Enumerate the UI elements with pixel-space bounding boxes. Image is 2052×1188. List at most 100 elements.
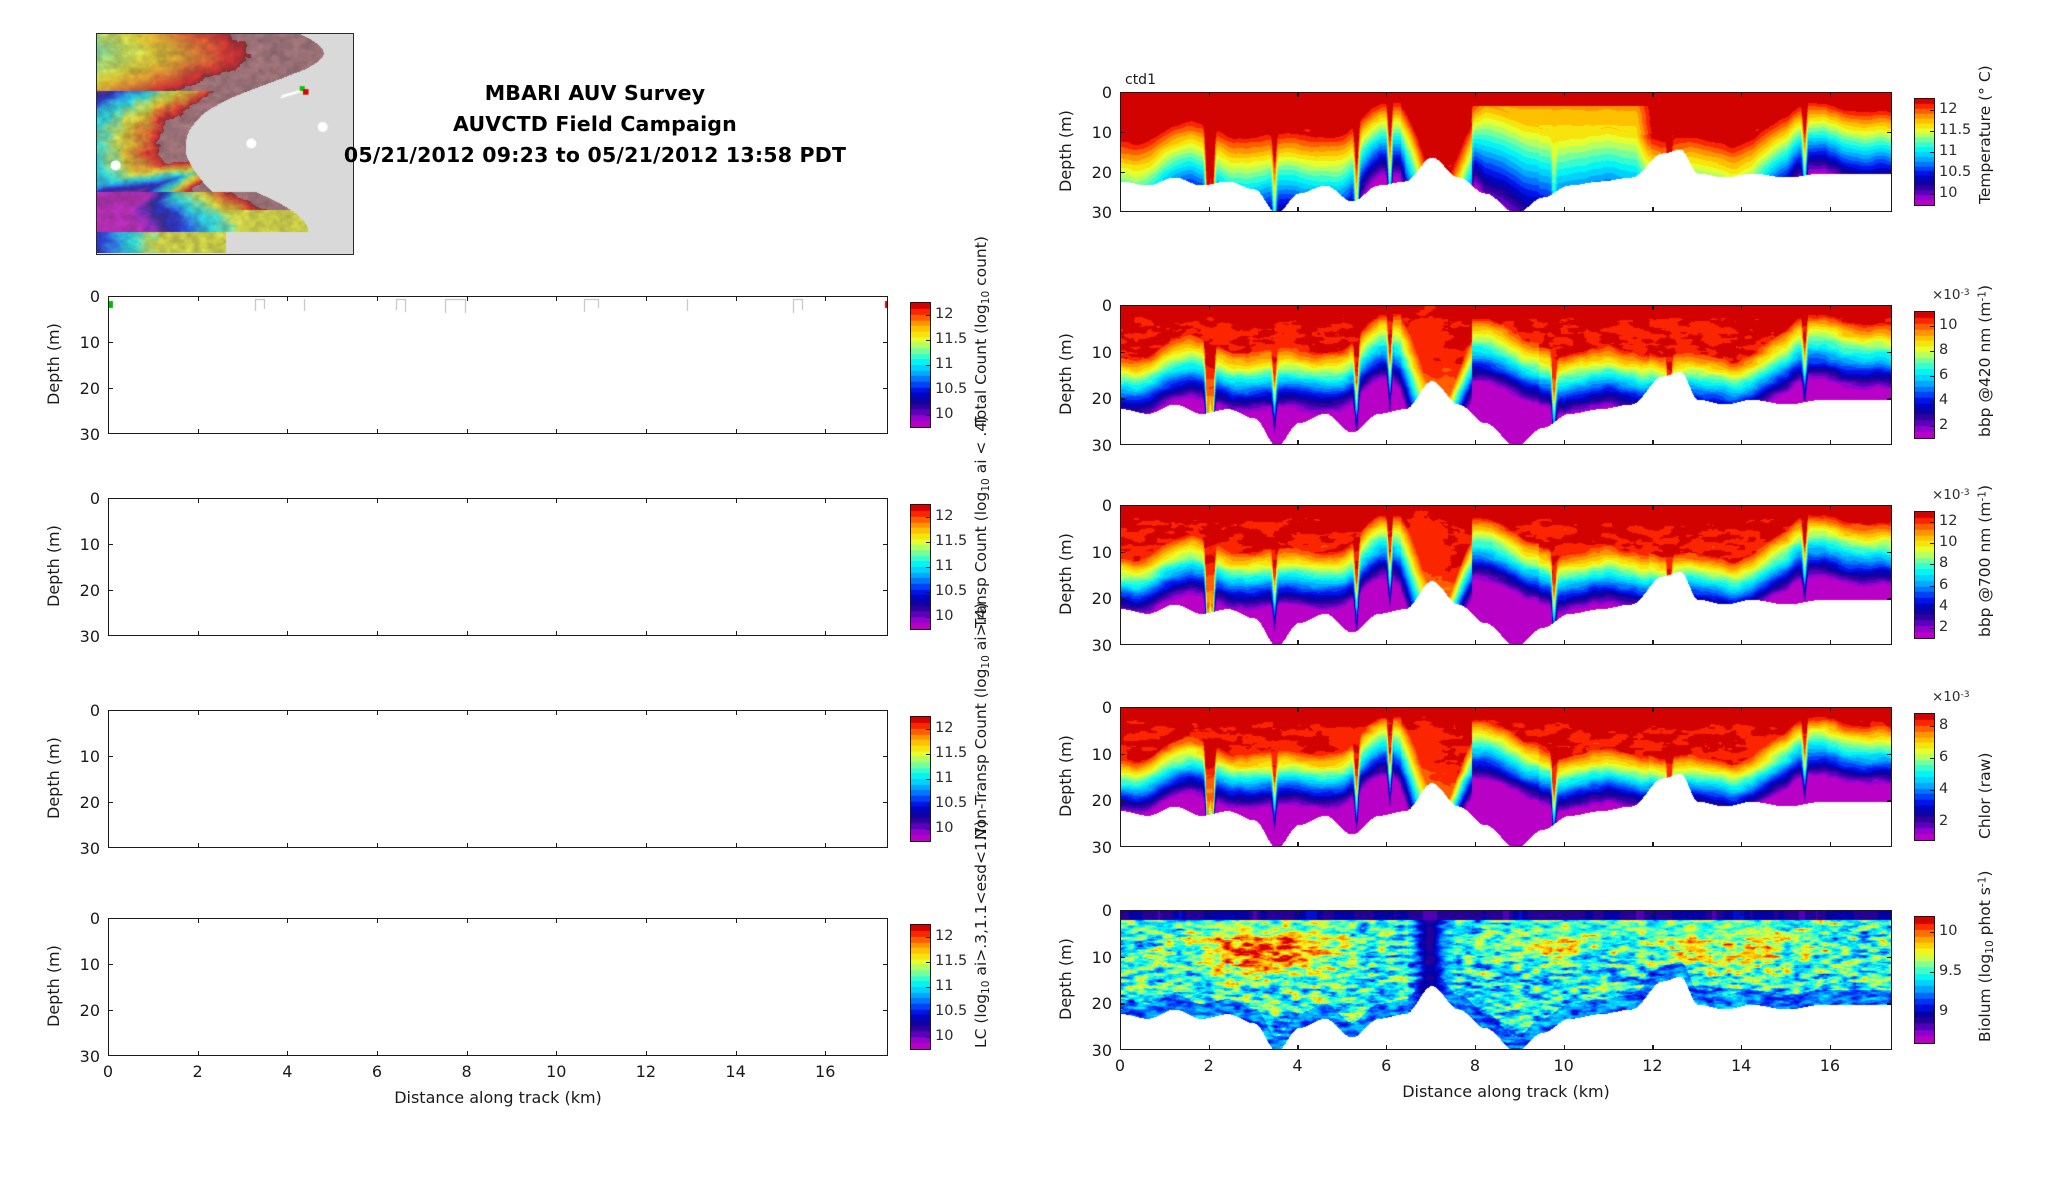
title-line-2: AUVCTD Field Campaign xyxy=(453,112,737,136)
x-tick-mark xyxy=(1208,910,1210,915)
x-axis-tick-label: 6 xyxy=(371,1062,383,1081)
x-tick-mark xyxy=(1297,1045,1299,1050)
x-axis-tick-label: 2 xyxy=(1203,1056,1214,1075)
y-tick-mark xyxy=(1887,800,1892,802)
x-axis-tick-label: 12 xyxy=(635,1062,657,1081)
lc-count-colorbar-tick-label: 10.5 xyxy=(935,1003,968,1020)
y-axis-tick-label: 30 xyxy=(1091,1041,1112,1060)
x-tick-mark xyxy=(735,1051,737,1056)
y-tick-mark xyxy=(108,964,113,966)
x-tick-mark xyxy=(825,631,827,636)
x-tick-mark xyxy=(1563,707,1565,712)
colorbar-tick-mark xyxy=(1930,110,1935,112)
lc-count-colorbar-label: LC (log10 ai>.3,1.1<esd<1.7) xyxy=(972,820,992,1048)
x-tick-mark xyxy=(108,498,110,503)
x-tick-mark xyxy=(825,918,827,923)
y-axis-label: Depth (m) xyxy=(1056,533,1075,615)
x-tick-mark xyxy=(556,498,558,503)
x-tick-mark xyxy=(1652,207,1654,212)
x-axis-tick-label: 8 xyxy=(1469,1056,1481,1075)
x-tick-mark xyxy=(1474,640,1477,645)
colorbar-tick-mark xyxy=(1930,426,1935,428)
colorbar-tick-mark xyxy=(926,314,931,316)
colorbar-tick-mark xyxy=(1930,351,1935,353)
x-tick-mark xyxy=(1386,640,1388,645)
x-tick-mark xyxy=(1829,707,1832,712)
y-axis-label: Depth (m) xyxy=(44,323,63,405)
x-tick-mark xyxy=(1563,305,1565,310)
x-tick-mark xyxy=(376,918,379,923)
colorbar-tick-mark xyxy=(1930,1012,1935,1013)
y-axis-tick-label: 10 xyxy=(1091,123,1112,142)
x-tick-mark xyxy=(1208,440,1210,445)
x-tick-mark xyxy=(1652,505,1654,510)
x-tick-mark xyxy=(1297,842,1299,847)
colorbar-tick-mark xyxy=(1930,628,1935,630)
y-tick-mark xyxy=(1887,643,1892,645)
x-tick-mark xyxy=(1741,92,1743,97)
y-tick-mark xyxy=(1887,598,1892,600)
y-axis-tick-label: 20 xyxy=(1091,163,1112,182)
x-tick-mark xyxy=(825,498,827,503)
x-tick-mark xyxy=(376,429,379,434)
x-tick-mark xyxy=(825,429,827,434)
y-tick-mark xyxy=(1120,910,1125,912)
x-tick-mark xyxy=(1829,505,1832,510)
y-tick-mark xyxy=(1120,172,1125,174)
y-tick-mark xyxy=(883,802,888,804)
colorbar-tick-mark xyxy=(926,987,931,988)
chlor-colorbar-tick-label: 2 xyxy=(1939,812,1949,829)
y-tick-mark xyxy=(883,296,888,298)
x-tick-mark xyxy=(1120,207,1122,212)
x-tick-mark xyxy=(1386,842,1388,847)
y-axis-tick-label: 10 xyxy=(79,535,100,554)
lc-count-colorbar-tick-label: 12 xyxy=(935,927,954,944)
y-tick-mark xyxy=(883,918,888,920)
temperature-colorbar-tick-label: 11 xyxy=(1939,143,1958,159)
y-tick-mark xyxy=(108,756,113,758)
colorbar-tick-mark xyxy=(926,390,931,392)
y-tick-mark xyxy=(1120,753,1125,755)
transp-count-colorbar-label: Transp Count (log10 ai < .4) xyxy=(972,415,992,628)
y-tick-mark xyxy=(1120,598,1125,600)
x-tick-mark xyxy=(1297,910,1299,915)
y-tick-mark xyxy=(1887,172,1892,174)
bbp420-colorbar-gradient xyxy=(1915,312,1934,438)
y-tick-mark xyxy=(883,498,888,500)
chlor-colorbar-label: Chlor (raw) xyxy=(1976,752,1994,839)
biolum-colorbar-tick-label: 10 xyxy=(1939,923,1958,939)
y-tick-mark xyxy=(1120,351,1125,353)
x-tick-mark xyxy=(197,631,199,636)
colorbar-tick-mark xyxy=(926,829,931,831)
y-axis-tick-label: 10 xyxy=(1091,542,1112,562)
x-tick-mark xyxy=(1563,910,1565,915)
x-axis-tick-label: 16 xyxy=(1819,1056,1841,1075)
biolum-colorbar xyxy=(1914,916,1935,1044)
x-tick-mark xyxy=(1474,842,1477,847)
x-tick-mark xyxy=(287,296,289,301)
total-count-colorbar-label: Total Count (log10 count) xyxy=(972,236,992,426)
bbp420-colorbar-tick-label: 10 xyxy=(1939,317,1958,334)
total-count-colorbar-tick-label: 10.5 xyxy=(935,381,968,398)
y-tick-mark xyxy=(1887,1048,1892,1050)
y-tick-mark xyxy=(108,388,113,390)
x-tick-mark xyxy=(825,1051,827,1056)
y-axis-tick-label: 10 xyxy=(1091,342,1112,362)
lc-count-colorbar-tick-label: 10 xyxy=(935,1028,954,1045)
x-tick-mark xyxy=(1563,505,1565,510)
x-tick-mark xyxy=(108,429,110,434)
x-tick-mark xyxy=(556,710,558,715)
y-tick-mark xyxy=(1120,800,1125,802)
x-tick-mark xyxy=(376,498,379,503)
x-axis-tick-label: 14 xyxy=(725,1062,746,1081)
y-tick-mark xyxy=(1120,398,1125,400)
y-axis-tick-label: 20 xyxy=(79,379,100,398)
y-tick-mark xyxy=(108,590,113,592)
x-tick-mark xyxy=(825,843,827,848)
x-tick-mark xyxy=(1474,505,1477,510)
colorbar-tick-mark xyxy=(1930,564,1935,566)
x-tick-mark xyxy=(1120,1045,1122,1050)
x-tick-mark xyxy=(1297,640,1299,645)
transp-count-colorbar-gradient xyxy=(911,505,930,629)
x-tick-mark xyxy=(1741,305,1743,310)
